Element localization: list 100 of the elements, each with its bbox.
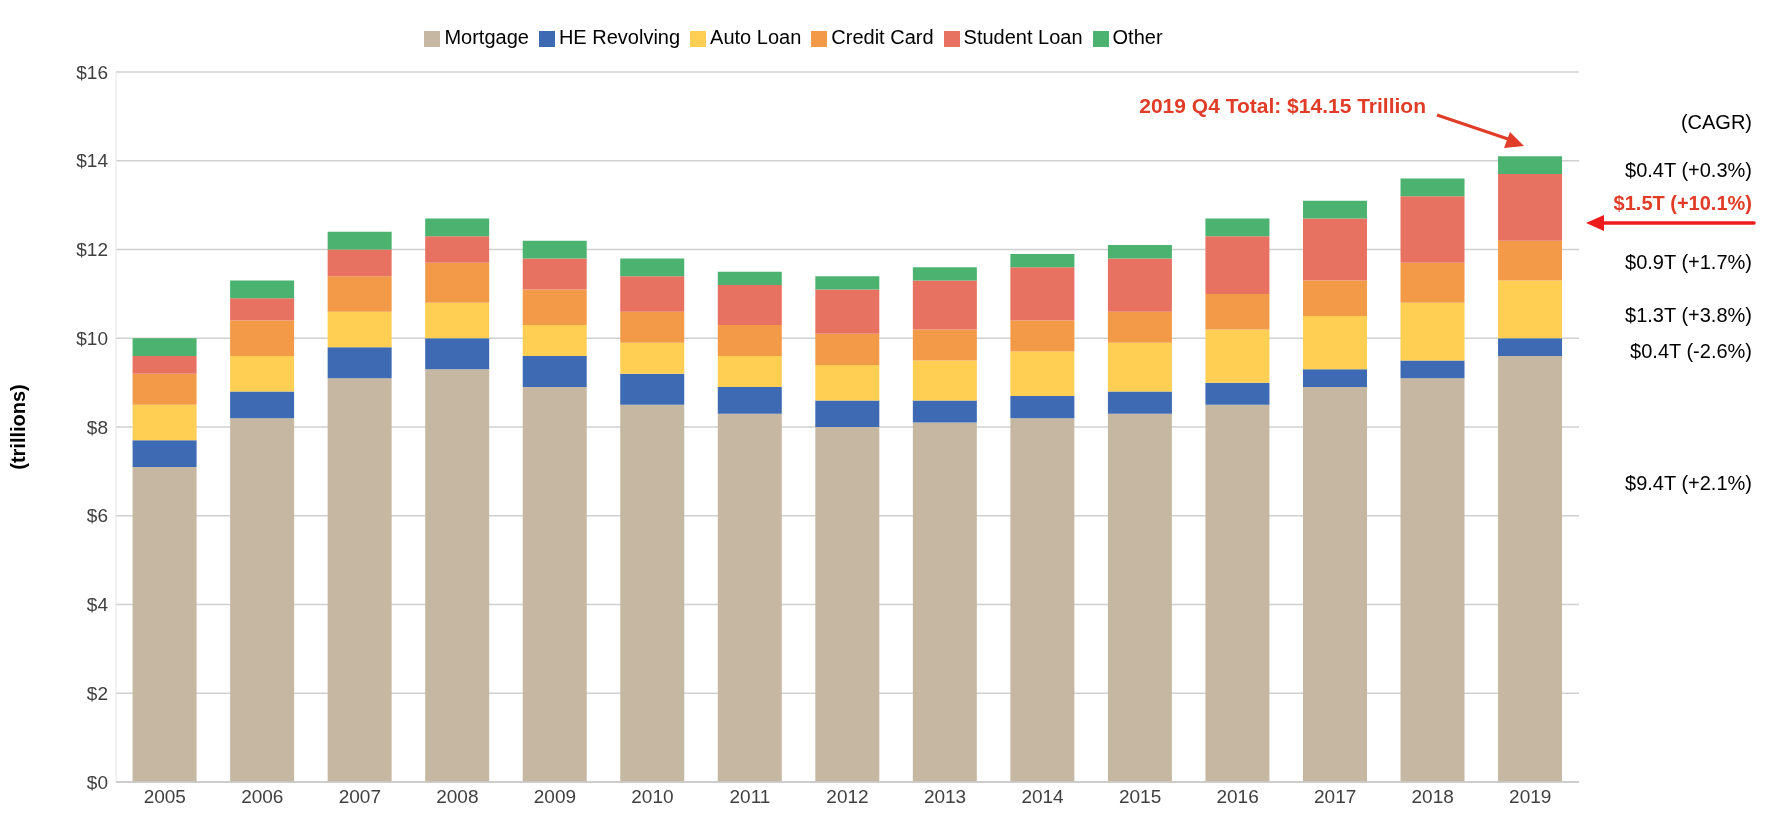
bar bbox=[1010, 351, 1075, 396]
text: $1.3T (+3.8%) bbox=[1625, 304, 1752, 327]
bar bbox=[1205, 329, 1270, 383]
bar bbox=[425, 236, 490, 263]
bar bbox=[425, 262, 490, 303]
x-tick-label: 2005 bbox=[143, 786, 186, 808]
bar bbox=[620, 258, 685, 277]
bar bbox=[1400, 302, 1465, 361]
bar bbox=[1107, 258, 1172, 312]
bar bbox=[425, 338, 490, 370]
x-tick-label: 2009 bbox=[533, 786, 577, 808]
bar bbox=[1205, 293, 1270, 330]
bar bbox=[1205, 382, 1270, 405]
x-tick-label: 2014 bbox=[1021, 786, 1065, 808]
bar bbox=[717, 356, 782, 388]
bar bbox=[620, 404, 685, 782]
bar bbox=[717, 387, 782, 414]
bar bbox=[327, 231, 392, 250]
bar bbox=[912, 329, 977, 361]
bar bbox=[132, 466, 197, 782]
bar bbox=[522, 258, 587, 290]
x-tick-label: 2007 bbox=[338, 786, 381, 808]
bar bbox=[620, 276, 685, 312]
bar bbox=[1107, 311, 1172, 343]
bar bbox=[1010, 320, 1075, 352]
bar bbox=[1498, 338, 1563, 356]
bar bbox=[1400, 262, 1465, 303]
bar bbox=[230, 356, 295, 392]
bar bbox=[230, 418, 295, 782]
bar bbox=[1205, 236, 1270, 294]
bar bbox=[522, 356, 587, 388]
bar bbox=[230, 391, 295, 419]
legend-label: Mortgage bbox=[444, 26, 529, 48]
bar bbox=[620, 311, 685, 343]
bar bbox=[1302, 387, 1367, 782]
bar bbox=[1400, 178, 1465, 197]
bar bbox=[1205, 404, 1270, 782]
bar bbox=[327, 249, 392, 277]
bar bbox=[1107, 342, 1172, 392]
legend-label: Student Loan bbox=[963, 26, 1083, 48]
x-tick-label: 2015 bbox=[1118, 786, 1162, 808]
x-tick-label: 2010 bbox=[631, 786, 674, 808]
bar bbox=[620, 373, 685, 405]
bar bbox=[1107, 413, 1172, 782]
y-tick-label: $14 bbox=[76, 150, 109, 172]
bar bbox=[912, 422, 977, 782]
bar bbox=[230, 320, 295, 356]
y-tick-label: $10 bbox=[76, 327, 108, 349]
y-tick-label: $16 bbox=[76, 61, 108, 83]
bar bbox=[230, 298, 295, 321]
bar bbox=[1498, 174, 1563, 241]
text: $0.9T (+1.7%) bbox=[1625, 251, 1752, 274]
x-tick-label: 2016 bbox=[1216, 786, 1259, 808]
x-tick-label: 2017 bbox=[1314, 786, 1357, 808]
bar bbox=[327, 276, 392, 312]
bar bbox=[815, 364, 880, 401]
bar bbox=[815, 427, 880, 782]
bar bbox=[912, 360, 977, 401]
y-tick-label: $4 bbox=[86, 594, 109, 616]
bar bbox=[132, 440, 197, 467]
bar bbox=[815, 276, 880, 290]
x-tick-label: 2019 bbox=[1509, 786, 1552, 808]
x-tick-label: 2018 bbox=[1411, 786, 1454, 808]
y-tick-label: $0 bbox=[86, 771, 108, 793]
bar bbox=[717, 285, 782, 325]
bar bbox=[1498, 156, 1563, 175]
bar bbox=[1498, 280, 1563, 339]
bar bbox=[327, 311, 392, 348]
x-tick-label: 2011 bbox=[729, 786, 771, 808]
bar bbox=[1010, 418, 1075, 782]
bar bbox=[132, 338, 197, 356]
bar bbox=[1302, 369, 1367, 388]
text: (CAGR) bbox=[1680, 111, 1752, 134]
bar bbox=[1107, 245, 1172, 259]
bar bbox=[522, 240, 587, 259]
bar bbox=[1205, 218, 1270, 237]
bar bbox=[522, 387, 587, 782]
bar bbox=[717, 324, 782, 356]
bar bbox=[815, 400, 880, 427]
x-tick-label: 2013 bbox=[923, 786, 967, 808]
legend-label: Credit Card bbox=[831, 26, 934, 48]
bar bbox=[132, 404, 197, 441]
bar bbox=[1400, 378, 1465, 782]
y-tick-label: $2 bbox=[86, 682, 108, 704]
bar bbox=[1010, 253, 1075, 268]
bar bbox=[620, 342, 685, 374]
bar bbox=[230, 280, 295, 299]
bar bbox=[1302, 200, 1367, 219]
bar bbox=[522, 324, 587, 356]
bar bbox=[717, 413, 782, 782]
bar bbox=[1302, 280, 1367, 317]
legend-label: Other bbox=[1112, 26, 1163, 48]
bar bbox=[327, 347, 392, 379]
y-tick-label: $6 bbox=[86, 505, 108, 527]
bar bbox=[132, 356, 197, 374]
x-tick-label: 2012 bbox=[826, 786, 869, 808]
text: $0.4T (+0.3%) bbox=[1625, 159, 1752, 182]
bar bbox=[425, 302, 490, 339]
bar bbox=[1302, 218, 1367, 281]
bar bbox=[1498, 240, 1563, 281]
